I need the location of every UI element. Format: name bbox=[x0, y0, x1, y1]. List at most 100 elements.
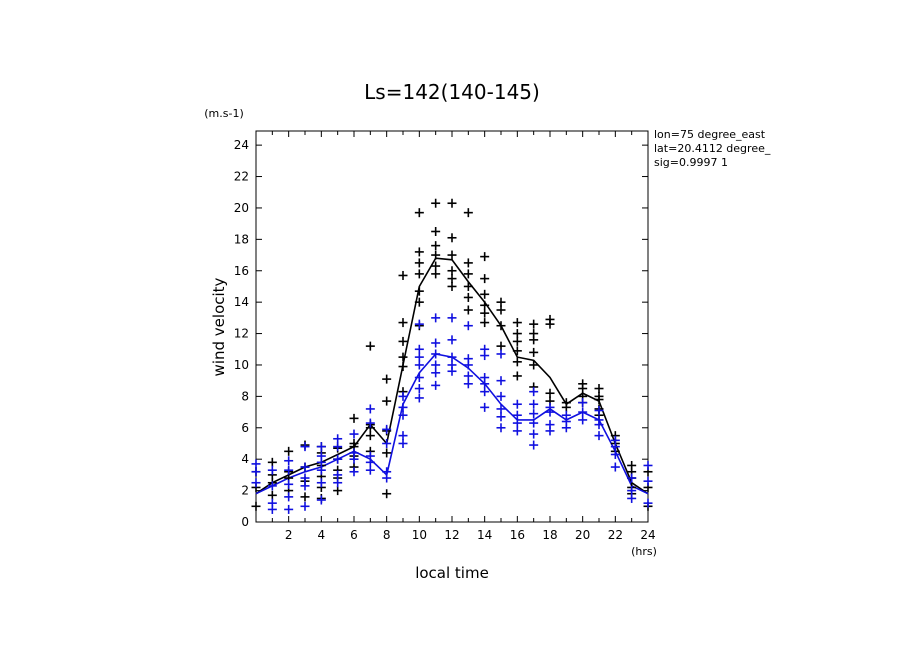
data-point bbox=[512, 329, 522, 339]
data-point bbox=[316, 442, 326, 452]
data-point bbox=[447, 360, 457, 370]
data-point bbox=[447, 198, 457, 208]
data-point bbox=[643, 476, 653, 486]
data-point bbox=[594, 391, 604, 401]
data-point bbox=[398, 318, 408, 328]
data-point bbox=[463, 305, 473, 315]
data-point bbox=[284, 492, 294, 502]
data-point bbox=[463, 379, 473, 389]
x-tick-label: 2 bbox=[285, 528, 293, 542]
y-tick-label: 8 bbox=[241, 389, 249, 403]
data-point bbox=[398, 352, 408, 362]
data-point bbox=[431, 313, 441, 323]
data-point bbox=[316, 451, 326, 461]
data-point bbox=[333, 470, 343, 480]
data-point bbox=[414, 384, 424, 394]
y-tick-label: 2 bbox=[241, 484, 249, 498]
data-point bbox=[382, 467, 392, 477]
data-point bbox=[431, 349, 441, 359]
data-point bbox=[414, 269, 424, 279]
data-point bbox=[512, 318, 522, 328]
data-point bbox=[578, 415, 588, 425]
data-point bbox=[300, 462, 310, 472]
data-point bbox=[447, 266, 457, 276]
data-point bbox=[398, 438, 408, 448]
data-point bbox=[480, 300, 490, 310]
y-tick-label: 10 bbox=[234, 358, 249, 372]
y-tick-label: 22 bbox=[234, 170, 249, 184]
data-point bbox=[512, 399, 522, 409]
chart-title: Ls=142(140-145) bbox=[364, 80, 540, 104]
data-point bbox=[382, 374, 392, 384]
data-point bbox=[414, 258, 424, 268]
data-point bbox=[512, 426, 522, 436]
data-point bbox=[447, 313, 457, 323]
data-point bbox=[300, 492, 310, 502]
data-point bbox=[496, 341, 506, 351]
data-point bbox=[496, 423, 506, 433]
data-point bbox=[561, 398, 571, 408]
data-point bbox=[382, 438, 392, 448]
data-point bbox=[447, 335, 457, 345]
data-point bbox=[578, 407, 588, 417]
data-point bbox=[545, 314, 555, 324]
data-point bbox=[365, 404, 375, 414]
data-point bbox=[512, 336, 522, 346]
data-point bbox=[496, 404, 506, 414]
x-tick-label: 20 bbox=[575, 528, 590, 542]
data-point bbox=[529, 387, 539, 397]
annotation-lat: lat=20.4112 degree_ bbox=[654, 142, 771, 155]
data-point bbox=[496, 412, 506, 422]
data-point bbox=[267, 465, 277, 475]
data-point bbox=[480, 373, 490, 383]
data-point bbox=[463, 258, 473, 268]
data-point bbox=[284, 465, 294, 475]
x-axis-label: local time bbox=[415, 564, 489, 582]
data-point bbox=[300, 473, 310, 483]
data-point bbox=[480, 289, 490, 299]
data-point bbox=[496, 305, 506, 315]
data-point bbox=[578, 398, 588, 408]
data-point bbox=[300, 481, 310, 491]
x-tick-label: 16 bbox=[510, 528, 525, 542]
data-point bbox=[398, 402, 408, 412]
data-point bbox=[382, 448, 392, 458]
data-point bbox=[529, 360, 539, 370]
data-point bbox=[463, 321, 473, 331]
data-point bbox=[414, 352, 424, 362]
data-point bbox=[545, 420, 555, 430]
y-tick-label: 18 bbox=[234, 232, 249, 246]
data-point bbox=[431, 241, 441, 251]
data-point bbox=[610, 462, 620, 472]
data-point bbox=[480, 318, 490, 328]
data-point bbox=[251, 467, 261, 477]
data-point bbox=[349, 448, 359, 458]
data-point bbox=[529, 329, 539, 339]
data-point bbox=[561, 410, 571, 420]
data-point bbox=[333, 434, 343, 444]
y-tick-label: 6 bbox=[241, 421, 249, 435]
data-point bbox=[251, 459, 261, 469]
data-point bbox=[447, 233, 457, 243]
x-tick-label: 8 bbox=[383, 528, 391, 542]
y-unit-label: (m.s-1) bbox=[204, 107, 244, 120]
data-point bbox=[610, 449, 620, 459]
data-point bbox=[284, 446, 294, 456]
data-point bbox=[529, 418, 539, 428]
data-point bbox=[529, 399, 539, 409]
data-point bbox=[431, 250, 441, 260]
data-point bbox=[431, 380, 441, 390]
data-point bbox=[529, 440, 539, 450]
data-point bbox=[284, 504, 294, 514]
data-point bbox=[267, 490, 277, 500]
data-point bbox=[365, 465, 375, 475]
data-point bbox=[316, 478, 326, 488]
data-point bbox=[414, 393, 424, 403]
data-point bbox=[251, 478, 261, 488]
data-point bbox=[480, 308, 490, 318]
annotation-lon: lon=75 degree_east bbox=[654, 128, 766, 141]
x-tick-label: 4 bbox=[318, 528, 326, 542]
data-point bbox=[284, 456, 294, 466]
data-point bbox=[333, 478, 343, 488]
